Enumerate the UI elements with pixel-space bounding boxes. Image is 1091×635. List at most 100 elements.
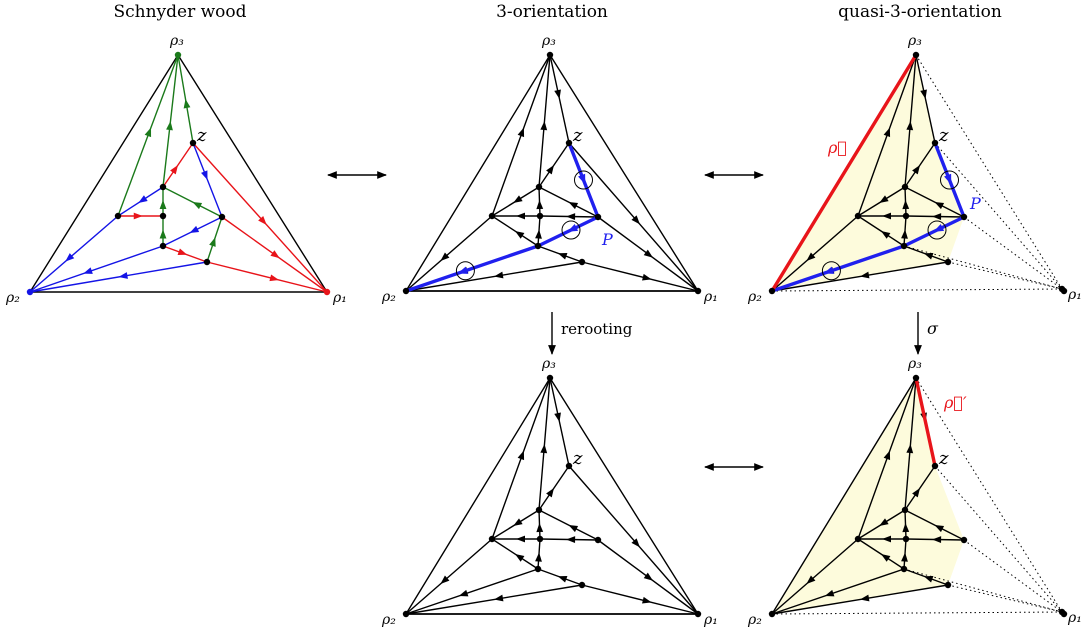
- sigma-orientation-vertex-r3: [912, 374, 920, 382]
- schnyder-edge-d-a-head: [192, 202, 203, 210]
- schnyder-edge-z-r1: [192, 142, 328, 293]
- schnyder-edge-d-e-head: [189, 225, 200, 233]
- sigma-orientation-vertex-c: [902, 535, 910, 543]
- three-orientation-edge-a-b: [491, 186, 540, 217]
- sigma-orientation-dotted-e: [903, 568, 1063, 613]
- quasi-orientation-rho-edge-0: [770, 53, 918, 293]
- rerooted-orientation-edge-f-r1: [581, 584, 699, 615]
- three-orientation-edge-d-c-head: [566, 213, 576, 221]
- three-orientation-label-rho1: ρ₁: [703, 289, 718, 305]
- quasi-orientation-edge-a-z: [904, 142, 936, 188]
- three-orientation-edge-a-z-head: [546, 165, 554, 175]
- sigma-orientation-vertex-e: [900, 565, 908, 573]
- quasi-orientation-dotted-d: [963, 216, 1063, 290]
- rerooted-orientation-edge-b-r3-head: [517, 450, 525, 461]
- quasi-orientation-dotted-r2: [771, 288, 1063, 292]
- three-orientation-vertex-z: [565, 139, 573, 147]
- three-orientation-vertex-a: [535, 183, 543, 191]
- three-orientation-edge-z-r1: [568, 142, 699, 292]
- schnyder-vertex-a: [159, 183, 167, 191]
- sigma-orientation-label-rho: ρ⃗′: [943, 393, 967, 412]
- schnyder-label-rho3: ρ₃: [169, 33, 184, 49]
- rerooted-orientation-edge-a-r3-head: [540, 444, 548, 454]
- quasi-orientation-edge-b-r2: [771, 215, 859, 292]
- three-orientation-edge-r3-r1-line: [549, 54, 699, 292]
- three-orientation-edge-f-r1-head: [642, 273, 652, 281]
- sigma-orientation-label-z: z: [938, 448, 949, 469]
- quasi-orientation-vertex-a: [901, 183, 909, 191]
- quasi-orientation-dotted-r3: [915, 54, 1063, 290]
- sigma-orientation-vertex-d: [960, 536, 968, 544]
- rerooted-orientation-edge-d-c: [539, 536, 599, 544]
- three-orientation-edge-b-r2: [405, 215, 493, 292]
- three-orientation-edge-f-e: [537, 245, 583, 263]
- three-orientation-edge-c-b: [491, 212, 541, 220]
- schnyder-edge-f-d: [206, 216, 223, 263]
- quasi-orientation-circled-edge-2: [940, 170, 959, 190]
- three-orientation-edge-d-a: [538, 186, 599, 218]
- sigma-orientation-edge-r3-r2: [771, 377, 917, 615]
- schnyder-edge-a-z: [162, 142, 194, 188]
- quasi-orientation-vertex-f: [944, 258, 952, 266]
- quasi-orientation-vertex-d: [960, 213, 968, 221]
- rerooted-orientation-vertex-b: [488, 535, 496, 543]
- sigma-orientation-dotted-z: [934, 465, 1063, 613]
- sigma-orientation-edge-c-b: [857, 535, 907, 543]
- three-orientation-edge-a-z: [538, 142, 570, 188]
- sigma-orientation-edge-e-r2: [771, 568, 905, 615]
- rerooted-orientation-edge-r3-r1: [549, 377, 699, 615]
- quasi-orientation-edge-f-r2-head: [860, 271, 870, 279]
- rerooted-orientation-edge-d-r1: [597, 539, 699, 615]
- schnyder-wood: ρ₃ ρ₂ ρ₁ z: [5, 33, 347, 306]
- three-orientation-circled-edge-0: [455, 261, 475, 281]
- rerooted-orientation-label-rho2: ρ₂: [381, 612, 396, 628]
- schnyder-edge-e-f-head: [177, 248, 188, 255]
- rerooted-orientation-vertex-d: [594, 536, 602, 544]
- schnyder-edge-f-r2: [29, 261, 208, 293]
- sigma-orientation-edge-b-r3-head: [883, 450, 891, 461]
- three-orientation-edge-d-c: [539, 213, 599, 221]
- sigma-orientation-vertex-r2: [768, 610, 776, 618]
- three-orientation: ρ₃ ρ₂ ρ₁ z: [381, 33, 718, 305]
- rerooted-orientation-edge-b-r2-line: [405, 538, 493, 615]
- quasi-orientation-edge-a-b: [857, 186, 906, 217]
- schnyder-outer-right: [177, 54, 328, 293]
- sigma-orientation-edge-e-r2-line: [771, 568, 905, 615]
- schnyder-label-rho1: ρ₁: [332, 290, 347, 306]
- three-orientation-path-P-seg-0: [404, 244, 540, 293]
- rerooted-orientation-edge-e-r2-head: [458, 589, 469, 597]
- rerooted-orientation-edge-a-z-head: [546, 488, 554, 498]
- title-schnyder-wood: Schnyder wood: [113, 2, 246, 22]
- rerooted-orientation-vertex-r3: [546, 374, 554, 382]
- three-orientation-edge-e-b-head: [515, 231, 525, 239]
- sigma-orientation-edge-c-a-head: [902, 523, 910, 533]
- schnyder-edge-z-r3: [177, 54, 194, 144]
- three-orientation-label-rho2: ρ₂: [381, 289, 396, 305]
- schnyder-edge-f-r1: [206, 261, 328, 293]
- quasi-orientation-edge-f-e: [903, 245, 949, 263]
- quasi-orientation-dotted-z: [934, 142, 1063, 290]
- quasi-orientation-circled-edge-1: [927, 220, 947, 240]
- quasi-orientation-edge-a-r3-head: [906, 121, 914, 131]
- schnyder-edge-z-r1-line: [192, 142, 328, 293]
- sigma-orientation-label-rho1: ρ₁: [1067, 610, 1082, 626]
- sigma-orientation-dotted-d: [963, 539, 1063, 613]
- sigma-orientation-rho-edge-0: [914, 376, 937, 468]
- three-orientation-edge-f-e-head: [557, 253, 568, 260]
- three-orientation-label-z: z: [572, 125, 583, 146]
- rerooted-orientation-edge-d-a: [538, 509, 599, 541]
- three-orientation-edge-e-c: [535, 215, 542, 247]
- rerooted-orientation-edge-c-b: [491, 535, 541, 543]
- quasi-orientation-region: [772, 55, 964, 291]
- schnyder-edge-b-r3: [117, 54, 179, 217]
- quasi-orientation-edge-d-c-head: [932, 213, 942, 221]
- schnyder-label-rho2: ρ₂: [5, 290, 20, 306]
- schnyder-edge-f-r1-head: [269, 274, 279, 282]
- three-orientation-vertex-d: [594, 213, 602, 221]
- three-orientation-circled-edge-2: [574, 170, 593, 190]
- schnyder-edge-z-r3-head: [183, 99, 191, 109]
- sigma-orientation-edge-e-b: [857, 538, 905, 570]
- rerooted-orientation-vertex-f: [578, 581, 586, 589]
- three-orientation-edge-a-b-head: [513, 195, 523, 203]
